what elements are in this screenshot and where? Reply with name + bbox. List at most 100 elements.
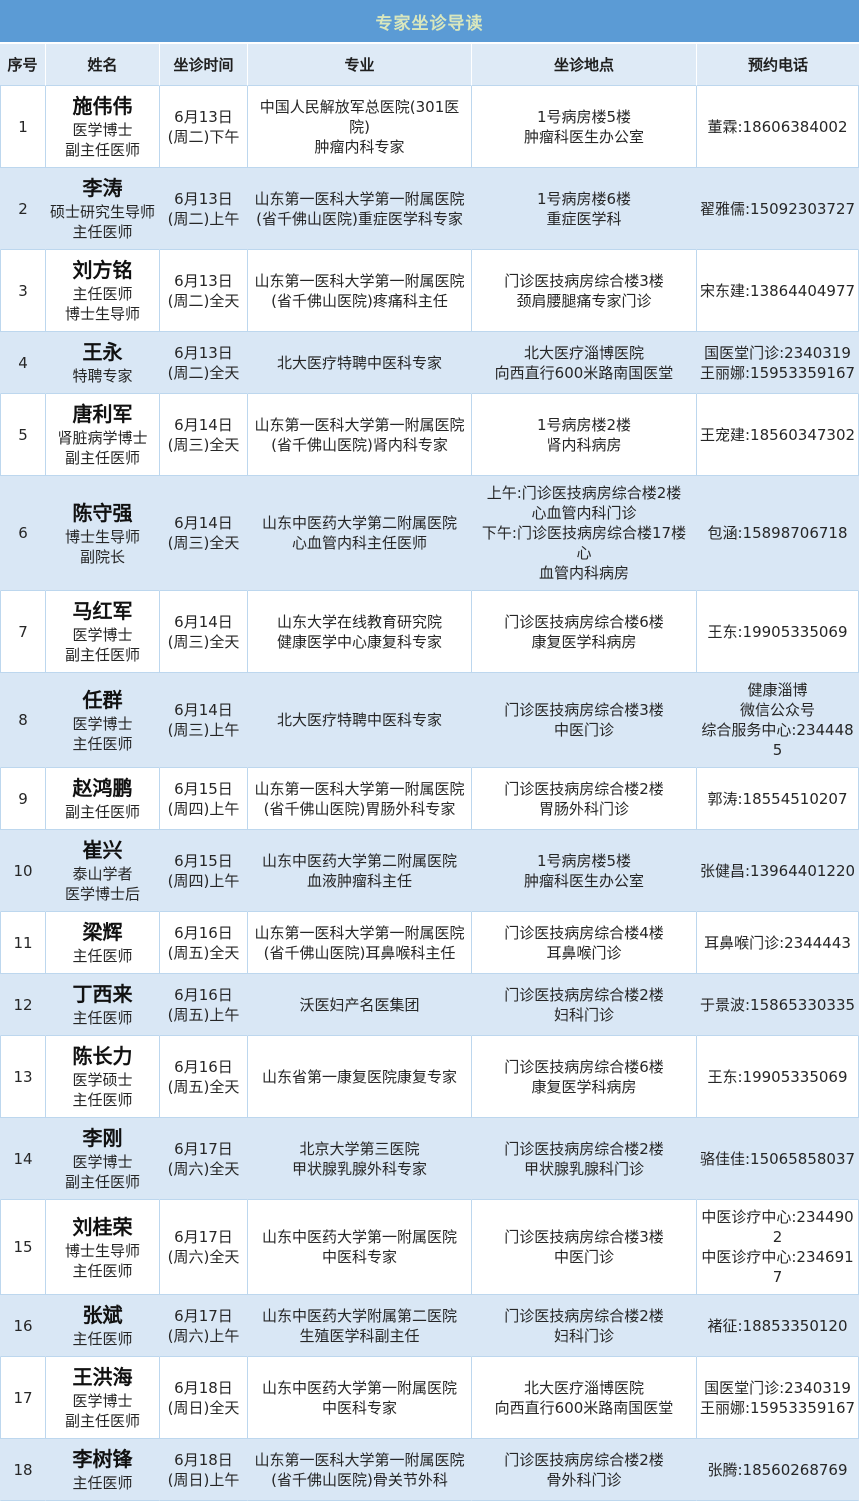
location-line: 门诊医技病房综合楼6楼: [504, 1057, 664, 1076]
location-line: 门诊医技病房综合楼3楼: [504, 701, 664, 719]
consult-time-line: (周六)全天: [167, 1248, 240, 1266]
consult-time-cell: 6月14日 (周三)全天: [160, 591, 248, 673]
phone-line: 骆佳佳:15065858037: [700, 1149, 856, 1168]
doctor-name: 赵鸿鹏: [72, 776, 133, 800]
consult-time-cell: 6月18日 (周日)全天: [160, 1357, 248, 1439]
location-cell: 门诊医技病房综合楼2楼 骨外科门诊: [472, 1439, 697, 1501]
phone-line: 褚征:18853350120: [707, 1316, 848, 1335]
consult-time-cell: 6月15日 (周四)上午: [160, 768, 248, 830]
location-line: 肾内科病房: [546, 435, 622, 454]
table-row: 15 刘桂荣 博士生导师 主任医师 6月17日 (周六)全天 山东中医药大学第一附属医院 中医…: [0, 1200, 859, 1295]
specialty-line: (省千佛山医院)耳鼻喉科主任: [263, 943, 456, 962]
doctor-name: 张斌: [82, 1303, 123, 1327]
location-cell: 门诊医技病房综合楼3楼 中医门诊: [472, 673, 697, 768]
consult-time-cell: 6月17日 (周六)全天: [160, 1118, 248, 1200]
row-number-cell: 8: [0, 673, 46, 768]
specialty-line: 血液肿瘤科主任: [306, 871, 412, 890]
row-number: 14: [13, 1149, 33, 1168]
phone-line: 宋东建:13864404977: [700, 281, 856, 300]
consult-time-line: 6月16日: [174, 985, 233, 1004]
phone-line: 耳鼻喉门诊:2344443: [704, 933, 851, 952]
table-row: 1 施伟伟 医学博士 副主任医师 6月13日 (周二)下午 中国人民解放军总医院(301医院…: [0, 86, 859, 168]
location-line: 上午:门诊医技病房综合楼2楼: [486, 484, 682, 502]
doctor-name-cell: 陈长力 医学硕士 主任医师: [46, 1036, 160, 1118]
specialty-line: 山东第一医科大学第一附属医院: [254, 189, 465, 208]
doctor-title: 主任医师: [72, 1009, 133, 1027]
row-number-cell: 6: [0, 476, 46, 591]
consult-time-line: (周日)全天: [167, 1398, 240, 1417]
doctor-title: 主任医师: [72, 285, 133, 303]
location-line: 1号病房楼2楼: [536, 415, 632, 434]
doctor-title: 医学硕士: [72, 1071, 133, 1089]
table-row: 14 李刚 医学博士 副主任医师 6月17日 (周六)全天 北京大学第三医院 甲状腺乳腺外科专…: [0, 1118, 859, 1200]
table-row: 18 李树锋 主任医师 6月18日 (周日)上午 山东第一医科大学第一附属医院 (省千佛山医…: [0, 1439, 859, 1501]
column-header-no: 序号: [0, 44, 46, 86]
phone-line: 于景波:15865330335: [700, 995, 856, 1014]
specialty-line: 山东第一医科大学第一附属医院: [254, 271, 465, 290]
doctor-title: 副主任医师: [64, 803, 140, 821]
specialty-cell: 山东第一医科大学第一附属医院 (省千佛山医院)疼痛科主任: [248, 250, 472, 332]
doctor-name: 王洪海: [72, 1365, 133, 1389]
location-line: 门诊医技病房综合楼2楼: [504, 1306, 664, 1325]
consult-time-line: 6月16日: [174, 923, 233, 942]
row-number: 10: [13, 861, 33, 880]
specialty-cell: 山东第一医科大学第一附属医院 (省千佛山医院)重症医学科专家: [248, 168, 472, 250]
consult-time-line: 6月13日: [174, 189, 233, 208]
consult-time-cell: 6月13日 (周二)全天: [160, 332, 248, 394]
specialty-cell: 山东第一医科大学第一附属医院 (省千佛山医院)骨关节外科: [248, 1439, 472, 1501]
consult-time-line: (周五)全天: [167, 943, 240, 962]
row-number: 15: [13, 1238, 33, 1256]
row-number-cell: 7: [0, 591, 46, 673]
phone-line: 国医堂门诊:2340319: [704, 1378, 851, 1397]
row-number: 2: [18, 199, 28, 218]
table-row: 2 李涛 硕士研究生导师 主任医师 6月13日 (周二)上午 山东第一医科大学第一附属医院(…: [0, 168, 859, 250]
consult-time-line: (周六)全天: [167, 1159, 240, 1178]
location-cell: 上午:门诊医技病房综合楼2楼 心血管内科门诊 下午:门诊医技病房综合楼17楼心 血管内…: [472, 476, 697, 591]
location-line: 甲状腺乳腺科门诊: [523, 1159, 644, 1178]
row-number: 13: [13, 1067, 33, 1086]
table-row: 5 唐利军 肾脏病学博士 副主任医师 6月14日 (周三)全天 山东第一医科大学第一附属医院…: [0, 394, 859, 476]
location-cell: 北大医疗淄博医院 向西直行600米路南国医堂: [472, 1357, 697, 1439]
specialty-cell: 山东第一医科大学第一附属医院 (省千佛山医院)胃肠外科专家: [248, 768, 472, 830]
location-line: 耳鼻喉门诊: [546, 943, 622, 962]
consult-time-line: (周二)下午: [167, 127, 240, 146]
location-line: 门诊医技病房综合楼2楼: [504, 779, 664, 798]
doctor-title: 医学博士: [72, 121, 133, 139]
location-line: 门诊医技病房综合楼2楼: [504, 985, 664, 1004]
location-cell: 门诊医技病房综合楼6楼 康复医学科病房: [472, 591, 697, 673]
consult-time-line: (周日)上午: [167, 1470, 240, 1489]
location-line: 门诊医技病房综合楼3楼: [504, 1228, 664, 1246]
location-line: 门诊医技病房综合楼4楼: [504, 923, 664, 942]
doctor-name-cell: 梁辉 主任医师: [46, 912, 160, 974]
doctor-name-cell: 刘桂荣 博士生导师 主任医师: [46, 1200, 160, 1295]
location-line: 门诊医技病房综合楼3楼: [504, 271, 664, 290]
specialty-cell: 中国人民解放军总医院(301医院) 肿瘤内科专家: [248, 86, 472, 168]
doctor-name: 施伟伟: [72, 94, 133, 118]
specialty-line: 山东第一医科大学第一附属医院: [254, 1450, 465, 1469]
phone-cell: 骆佳佳:15065858037: [697, 1118, 859, 1200]
doctor-name-cell: 马红军 医学博士 副主任医师: [46, 591, 160, 673]
specialty-cell: 北大医疗特聘中医科专家: [248, 332, 472, 394]
phone-line: 郭涛:18554510207: [707, 789, 848, 808]
location-cell: 门诊医技病房综合楼3楼 颈肩腰腿痛专家门诊: [472, 250, 697, 332]
row-number: 8: [18, 711, 28, 729]
phone-line: 包涵:15898706718: [707, 524, 848, 542]
phone-cell: 褚征:18853350120: [697, 1295, 859, 1357]
doctor-title: 主任医师: [72, 1330, 133, 1348]
consult-time-line: (周五)上午: [167, 1005, 240, 1024]
phone-line: 张腾:18560268769: [707, 1460, 848, 1479]
consult-time-line: 6月15日: [174, 851, 233, 870]
doctor-title: 肾脏病学博士: [57, 429, 148, 447]
specialty-cell: 山东中医药大学第二附属医院 心血管内科主任医师: [248, 476, 472, 591]
doctor-title: 副主任医师: [64, 449, 140, 467]
doctor-title: 副主任医师: [64, 141, 140, 159]
consult-time-cell: 6月13日 (周二)全天: [160, 250, 248, 332]
location-line: 下午:门诊医技病房综合楼17楼心: [481, 524, 687, 562]
consult-time-line: 6月14日: [174, 514, 233, 532]
row-number-cell: 16: [0, 1295, 46, 1357]
specialty-line: 沃医妇产名医集团: [299, 995, 420, 1014]
title-row: 专家坐诊导读: [0, 0, 859, 44]
doctor-name: 马红军: [72, 599, 133, 623]
table-row: 10 崔兴 泰山学者 医学博士后 6月15日 (周四)上午 山东中医药大学第二附属医院 血液肿…: [0, 830, 859, 912]
specialty-cell: 北京大学第三医院 甲状腺乳腺外科专家: [248, 1118, 472, 1200]
